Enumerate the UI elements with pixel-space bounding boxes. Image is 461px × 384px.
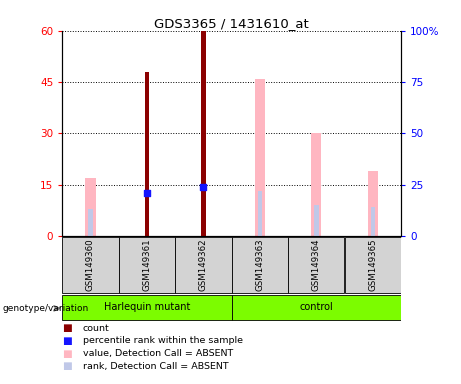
Text: ■: ■ bbox=[62, 323, 72, 333]
Bar bbox=[258, 191, 262, 236]
Bar bbox=[371, 207, 375, 236]
FancyBboxPatch shape bbox=[175, 237, 231, 293]
Text: GSM149362: GSM149362 bbox=[199, 238, 208, 291]
Text: value, Detection Call = ABSENT: value, Detection Call = ABSENT bbox=[83, 349, 233, 358]
Text: GSM149363: GSM149363 bbox=[255, 238, 265, 291]
FancyBboxPatch shape bbox=[119, 237, 175, 293]
Bar bbox=[314, 205, 319, 236]
FancyBboxPatch shape bbox=[62, 295, 231, 320]
FancyBboxPatch shape bbox=[232, 295, 401, 320]
Text: ■: ■ bbox=[62, 336, 72, 346]
Bar bbox=[201, 31, 206, 236]
Text: GSM149364: GSM149364 bbox=[312, 238, 321, 291]
Bar bbox=[85, 178, 95, 236]
Text: ■: ■ bbox=[62, 349, 72, 359]
FancyBboxPatch shape bbox=[62, 237, 118, 293]
Point bbox=[200, 184, 207, 190]
Bar bbox=[311, 134, 321, 236]
FancyBboxPatch shape bbox=[345, 237, 401, 293]
Title: GDS3365 / 1431610_at: GDS3365 / 1431610_at bbox=[154, 17, 309, 30]
Text: control: control bbox=[300, 302, 333, 312]
Point bbox=[143, 190, 151, 196]
Text: ■: ■ bbox=[62, 361, 72, 371]
Text: GSM149365: GSM149365 bbox=[368, 238, 378, 291]
Text: genotype/variation: genotype/variation bbox=[2, 304, 89, 313]
Bar bbox=[255, 79, 265, 236]
Text: count: count bbox=[83, 324, 110, 333]
Text: GSM149361: GSM149361 bbox=[142, 238, 152, 291]
FancyBboxPatch shape bbox=[232, 237, 288, 293]
Text: percentile rank within the sample: percentile rank within the sample bbox=[83, 336, 243, 346]
Bar bbox=[368, 171, 378, 236]
Text: GSM149360: GSM149360 bbox=[86, 238, 95, 291]
Bar bbox=[88, 209, 93, 236]
Text: rank, Detection Call = ABSENT: rank, Detection Call = ABSENT bbox=[83, 362, 229, 371]
Text: Harlequin mutant: Harlequin mutant bbox=[104, 302, 190, 312]
FancyBboxPatch shape bbox=[288, 237, 344, 293]
Bar bbox=[145, 72, 149, 236]
